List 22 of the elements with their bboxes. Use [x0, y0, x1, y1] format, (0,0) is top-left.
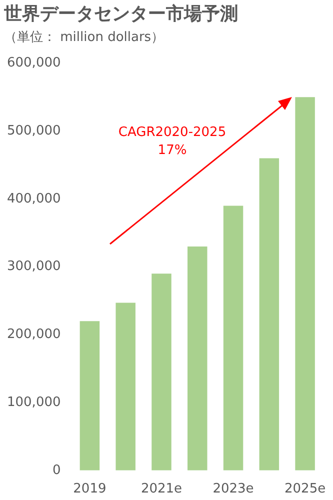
y-tick-label: 0	[52, 462, 61, 478]
bar	[80, 321, 100, 470]
bar	[223, 206, 244, 470]
y-tick-label: 100,000	[6, 394, 61, 410]
annotation: 17%	[158, 142, 187, 158]
bar	[188, 246, 208, 470]
y-tick-label: 500,000	[6, 123, 61, 138]
x-tick-label: 2019	[73, 482, 106, 497]
bar	[259, 158, 280, 470]
x-tick-label: 2025e	[284, 482, 326, 497]
annotation: CAGR2020-2025	[118, 124, 226, 140]
bar	[152, 274, 172, 470]
y-tick-label: 200,000	[6, 327, 61, 342]
y-tick-label: 300,000	[6, 259, 61, 274]
chart-subtitle: （単位： million dollars）	[4, 30, 164, 45]
x-tick-label: 2021e	[140, 482, 182, 497]
x-tick-label: 2023e	[212, 482, 254, 497]
y-tick-label: 600,000	[6, 56, 61, 71]
y-tick-label: 400,000	[6, 191, 61, 206]
bar	[295, 97, 315, 470]
chart-title: 世界データセンター市場予測	[3, 3, 238, 24]
bar	[116, 302, 136, 470]
